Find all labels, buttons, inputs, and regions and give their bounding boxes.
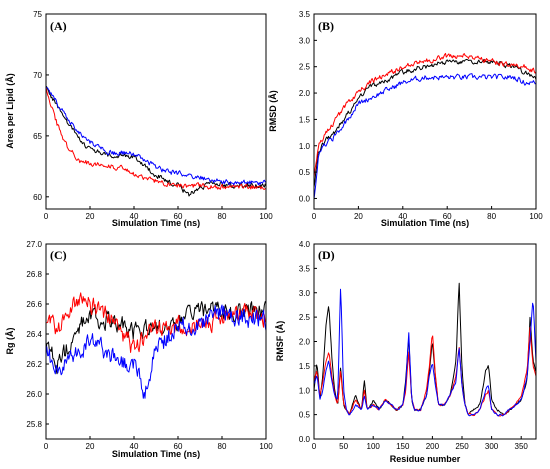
panel-b-y-tick-label: 2.5 [299,63,311,72]
panel-c-y-axis-label: Rg (Å) [5,328,15,355]
panel-b-series-red [313,52,537,178]
panel-b-y-axis-label: RMSD (Å) [268,90,278,132]
panel-c-y-tick-label: 25.8 [26,420,42,429]
panel-c-label: (C) [50,248,67,262]
panel-d-y-tick-label: 1.5 [299,362,311,371]
panel-b-series [313,52,537,200]
panel-c-x-tick-label: 0 [44,442,49,451]
panel-a-y-axis-label: Area per Lipid (Å) [5,73,15,149]
panel-a-x-tick-label: 80 [218,212,227,221]
panel-d-y-tick-label: 0.0 [299,435,311,444]
panel-d: 0 50 100 150 200 250 300 350 0.0 0.5 1.0 1.5 2.0 2.5… [275,240,537,464]
panel-b-x-tick-label: 40 [398,212,407,221]
panel-a-label: (A) [50,19,67,33]
panel-c-y-tick-label: 27.0 [26,240,42,249]
panel-b-y-tick-label: 3.0 [299,36,311,45]
panel-d-series-red [313,327,537,417]
panel-d-x-tick-label: 100 [367,442,381,451]
panel-b-y-tick-label: 3.5 [299,10,311,19]
panel-d-x-tick-label: 200 [426,442,440,451]
panel-c-frame [45,243,267,440]
panel-c-y-tick-label: 26.6 [26,300,42,309]
panel-b-label: (B) [318,19,334,33]
panel-a-series-blue [45,87,267,186]
panel-c-series-black [45,301,267,375]
panel-b-y-tick-label: 1.0 [299,142,311,151]
panel-c-series [45,292,267,399]
panel-b-x-ticks: 0 20 40 60 80 100 [312,206,543,221]
panel-d-x-tick-label: 0 [312,442,317,451]
panel-b-series-blue [313,73,537,200]
panel-c-y-tick-label: 26.8 [26,270,42,279]
panel-d-x-tick-label: 350 [515,442,529,451]
panel-d-x-tick-label: 300 [485,442,499,451]
panel-d-series [313,282,537,417]
panel-d-series-blue [313,288,537,417]
panel-d-y-tick-label: 2.5 [299,313,311,322]
panel-c-x-tick-label: 40 [130,442,139,451]
panel-b-x-tick-label: 80 [487,212,496,221]
panel-c-series-red [45,292,267,353]
panel-c-y-ticks: 25.8 26.0 26.2 26.4 26.6 26.8 27.0 [26,240,49,429]
panel-b-x-tick-label: 100 [529,212,543,221]
panel-c-x-tick-label: 100 [259,442,273,451]
panel-b-y-tick-label: 0.5 [299,168,311,177]
panel-a-y-tick-label: 60 [33,193,42,202]
panel-a-x-tick-label: 20 [86,212,95,221]
panel-c-y-tick-label: 26.2 [26,360,42,369]
panel-a-frame [45,13,267,210]
panel-c-y-tick-label: 26.4 [26,330,42,339]
panel-c: 0 20 40 60 80 100 25.8 26.0 26.2 26.4 26.6 26.8 27.… [5,240,273,459]
panel-c-series-blue [45,304,267,399]
panel-a-y-tick-label: 70 [33,71,42,80]
panel-d-x-ticks: 0 50 100 150 200 250 300 350 [312,436,529,451]
panel-c-x-tick-label: 80 [218,442,227,451]
panel-d-label: (D) [318,248,335,262]
panel-a-x-axis-label: Simulation Time (ns) [112,218,200,228]
panel-b-y-tick-label: 2.0 [299,89,311,98]
panel-a-series-red [45,86,266,190]
panel-b-x-axis-label: Simulation Time (ns) [381,218,469,228]
panel-d-y-tick-label: 3.5 [299,264,311,273]
panel-d-y-axis-label: RMSF (Å) [275,321,285,362]
panel-a-y-tick-label: 65 [33,132,42,141]
panel-d-y-tick-label: 4.0 [299,240,311,249]
panel-c-y-tick-label: 26.0 [26,390,42,399]
panel-b-y-ticks: 0.0 0.5 1.0 1.5 2.0 2.5 3.0 3.5 [299,10,317,203]
panel-b-x-tick-label: 60 [443,212,452,221]
panel-b-x-tick-label: 0 [312,212,317,221]
panel-a-x-tick-label: 0 [44,212,49,221]
panel-d-x-tick-label: 50 [339,442,348,451]
panel-d-y-tick-label: 2.0 [299,338,311,347]
panel-a-x-ticks: 0 20 40 60 80 100 [44,206,273,221]
panel-d-x-tick-label: 250 [455,442,469,451]
panel-b-x-tick-label: 20 [354,212,363,221]
panel-c-x-axis-label: Simulation Time (ns) [112,449,200,459]
panel-d-x-tick-label: 150 [396,442,410,451]
panel-d-x-axis-label: Residue number [390,454,461,464]
panel-b-y-tick-label: 1.5 [299,115,311,124]
panel-d-y-tick-label: 1.0 [299,386,311,395]
panel-b-frame [313,13,537,210]
panel-d-y-tick-label: 0.5 [299,411,311,420]
panel-d-y-ticks: 0.0 0.5 1.0 1.5 2.0 2.5 3.0 3.5 4.0 [299,240,317,444]
panel-b: 0 20 40 60 80 100 0.0 0.5 1.0 1.5 2.0 2.5 3.0 3.5 (B… [268,10,543,228]
panel-a-y-ticks: 60 65 70 75 [33,10,49,202]
panel-c-x-tick-label: 60 [174,442,183,451]
panel-c-x-ticks: 0 20 40 60 80 100 [44,436,273,451]
panel-a: 0 20 40 60 80 100 60 65 70 75 (A) Simulation Tim… [5,10,273,228]
panel-a-y-tick-label: 75 [33,10,42,19]
panel-a-x-tick-label: 40 [130,212,139,221]
panel-b-series-black [313,58,537,188]
panel-c-x-tick-label: 20 [86,442,95,451]
panel-a-x-tick-label: 60 [174,212,183,221]
panel-a-series [45,85,267,197]
panel-d-y-tick-label: 3.0 [299,289,311,298]
panel-a-x-tick-label: 100 [259,212,273,221]
panel-d-frame [313,243,537,440]
panel-a-series-black [45,85,267,197]
panel-b-y-tick-label: 0.0 [299,194,311,203]
